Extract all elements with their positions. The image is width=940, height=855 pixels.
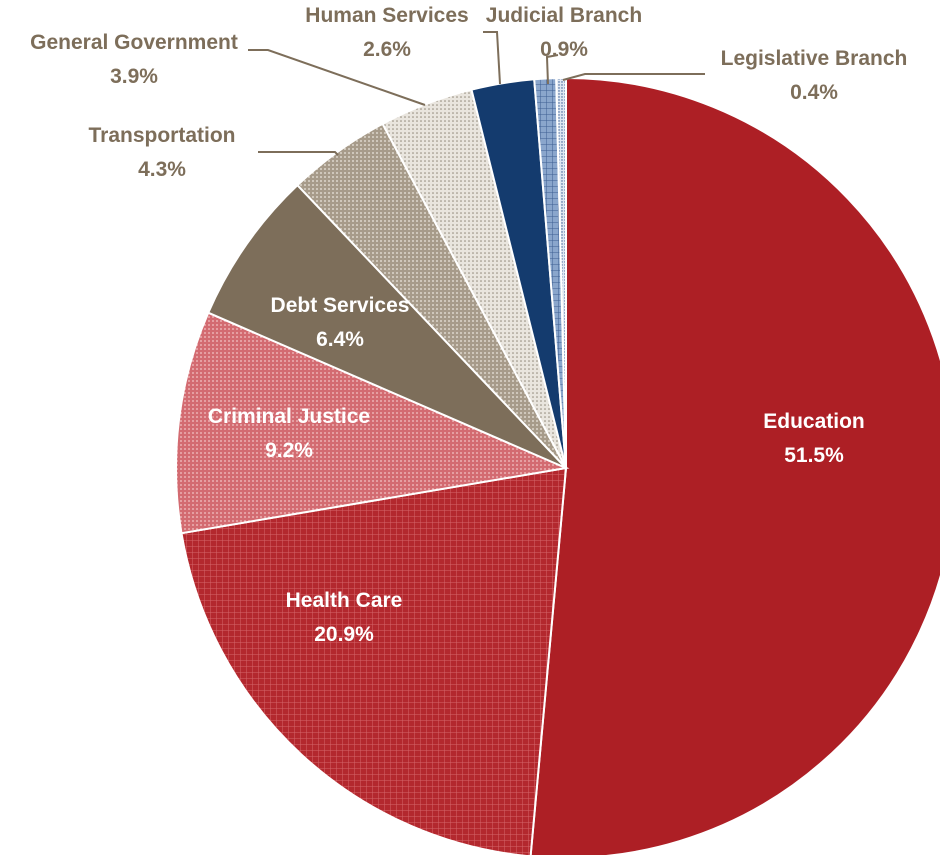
slice-name-criminal-justice: Criminal Justice xyxy=(208,405,370,428)
slice-name-transportation: Transportation xyxy=(88,124,235,147)
pie-slice-criminal-justice xyxy=(174,311,570,535)
pie-slices xyxy=(174,76,940,855)
pie-slice-health-care xyxy=(180,466,568,855)
slice-value-judicial-branch: 0.9% xyxy=(540,38,588,61)
slice-name-general-government: General Government xyxy=(30,31,238,54)
slice-label-transportation: Transportation 4.3% xyxy=(88,124,235,181)
slice-label-general-government: General Government 3.9% xyxy=(30,31,238,88)
slice-name-human-services: Human Services xyxy=(305,4,468,27)
pie-slice-legislative-branch xyxy=(555,76,567,469)
pie-slice-debt-services xyxy=(206,183,567,469)
slice-label-criminal-justice: Criminal Justice 9.2% xyxy=(208,405,370,462)
pie-slice-education xyxy=(529,76,940,855)
slice-labels: Education 51.5% Health Care 20.9% Criminal J… xyxy=(30,4,907,646)
slice-name-legislative-branch: Legislative Branch xyxy=(721,47,908,70)
leader-lines xyxy=(248,31,705,156)
leader-line-transportation xyxy=(258,151,339,156)
slice-value-health-care: 20.9% xyxy=(314,623,374,646)
leader-line-human-services xyxy=(483,31,501,85)
slice-label-judicial-branch: Judicial Branch 0.9% xyxy=(486,4,642,61)
slice-label-health-care: Health Care 20.9% xyxy=(286,589,403,646)
slice-value-general-government: 3.9% xyxy=(110,65,158,88)
slice-value-transportation: 4.3% xyxy=(138,158,186,181)
slice-label-legislative-branch: Legislative Branch 0.4% xyxy=(721,47,908,104)
slice-label-debt-services: Debt Services 6.4% xyxy=(271,294,410,351)
leader-line-judicial-branch xyxy=(545,54,559,85)
leader-line-legislative-branch xyxy=(562,73,705,81)
slice-label-human-services: Human Services 2.6% xyxy=(305,4,468,61)
slice-name-judicial-branch: Judicial Branch xyxy=(486,4,642,27)
slice-value-education: 51.5% xyxy=(784,444,844,467)
leader-line-general-government xyxy=(248,49,426,106)
slice-value-legislative-branch: 0.4% xyxy=(790,81,838,104)
slice-name-debt-services: Debt Services xyxy=(271,294,410,317)
slice-value-debt-services: 6.4% xyxy=(316,328,364,351)
slice-value-criminal-justice: 9.2% xyxy=(265,439,313,462)
slice-label-education: Education 51.5% xyxy=(763,410,865,467)
slice-value-human-services: 2.6% xyxy=(363,38,411,61)
slice-name-education: Education xyxy=(763,410,865,433)
slice-name-health-care: Health Care xyxy=(286,589,403,612)
